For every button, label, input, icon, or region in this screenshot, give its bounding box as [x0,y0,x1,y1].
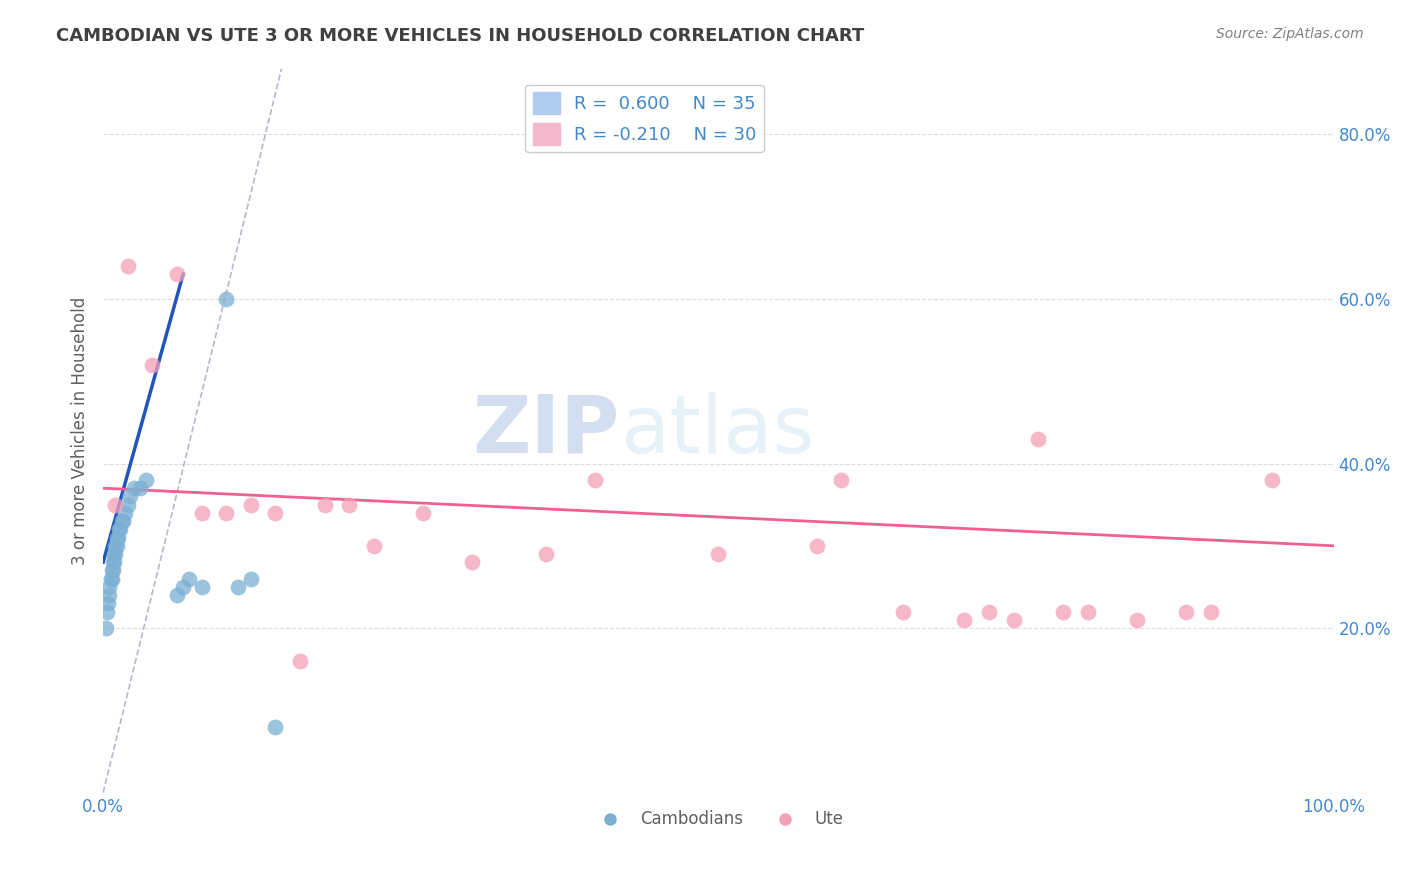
Point [1175,605,1198,619]
Point [288,654,311,668]
Point [830,473,852,487]
Point [101,564,124,578]
Point [120,490,142,504]
Point [166,267,188,281]
Point [1199,605,1222,619]
Point [264,720,287,734]
Point [98,580,121,594]
Point [103,547,125,561]
Point [96,605,118,619]
Point [461,555,484,569]
Point [179,572,201,586]
Point [117,498,139,512]
Point [100,572,122,586]
Point [583,473,606,487]
Point [172,580,194,594]
Point [228,580,250,594]
Point [534,547,557,561]
Text: atlas: atlas [620,392,814,469]
Point [105,531,128,545]
Point [107,531,129,545]
Point [1261,473,1284,487]
Point [363,539,385,553]
Point [337,498,360,512]
Text: ZIP: ZIP [472,392,620,469]
Point [953,613,976,627]
Point [103,555,125,569]
Point [806,539,828,553]
Point [105,539,128,553]
Point [891,605,914,619]
Point [190,506,212,520]
Point [239,498,262,512]
Point [1126,613,1149,627]
Point [104,498,127,512]
Point [129,481,152,495]
Point [122,481,145,495]
Point [707,547,730,561]
Legend: Cambodians, Ute: Cambodians, Ute [586,804,851,835]
Point [98,588,121,602]
Point [110,514,132,528]
Point [100,564,122,578]
Point [314,498,336,512]
Point [412,506,434,520]
Point [166,588,188,602]
Point [97,596,120,610]
Point [104,539,127,553]
Point [101,555,124,569]
Point [110,522,132,536]
Point [190,580,212,594]
Point [117,259,139,273]
Point [1052,605,1074,619]
Point [239,572,262,586]
Point [1076,605,1098,619]
Point [111,514,134,528]
Point [264,506,287,520]
Point [215,506,238,520]
Point [104,547,127,561]
Point [141,358,163,372]
Point [215,292,238,306]
Text: Source: ZipAtlas.com: Source: ZipAtlas.com [1216,27,1364,41]
Point [108,522,131,536]
Point [1026,432,1049,446]
Point [1002,613,1025,627]
Point [94,621,117,635]
Point [100,572,122,586]
Point [135,473,157,487]
Point [977,605,1000,619]
Point [114,506,136,520]
Text: CAMBODIAN VS UTE 3 OR MORE VEHICLES IN HOUSEHOLD CORRELATION CHART: CAMBODIAN VS UTE 3 OR MORE VEHICLES IN H… [56,27,865,45]
Y-axis label: 3 or more Vehicles in Household: 3 or more Vehicles in Household [72,296,89,565]
